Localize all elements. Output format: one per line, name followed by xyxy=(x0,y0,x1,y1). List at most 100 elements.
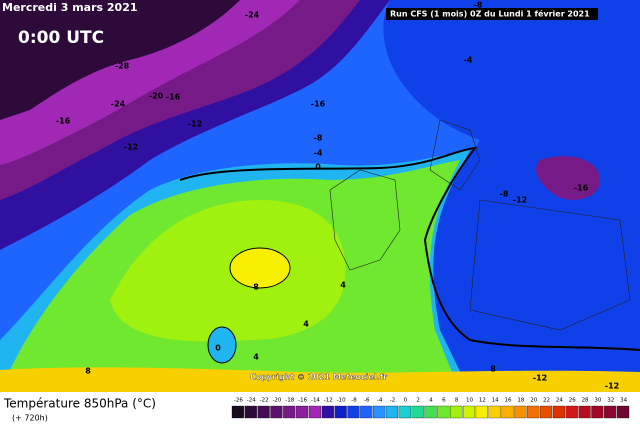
contour-label: -8 xyxy=(314,134,323,143)
scale-swatch xyxy=(475,405,488,419)
scale-label: 34 xyxy=(620,398,627,404)
scale-swatch xyxy=(514,405,527,419)
south-warm xyxy=(0,367,640,392)
contour-label: -16 xyxy=(56,117,71,126)
contour-label: -16 xyxy=(311,100,326,109)
scale-label: 26 xyxy=(569,398,576,404)
scale-label: 0 xyxy=(404,398,408,404)
footer-lead: (+ 720h) xyxy=(12,414,48,423)
scale-label: 32 xyxy=(607,398,614,404)
contour-label: 0 xyxy=(215,344,221,353)
scale-swatch xyxy=(552,405,565,419)
scale-label: 20 xyxy=(530,398,537,404)
warm-region xyxy=(110,200,346,342)
scale-label: -12 xyxy=(324,398,333,404)
contour-label: -24 xyxy=(245,11,260,20)
scale-label: -10 xyxy=(337,398,346,404)
scale-label: 4 xyxy=(429,398,433,404)
contour-label: 4 xyxy=(253,353,259,362)
scale-label: -14 xyxy=(311,398,320,404)
scale-swatch xyxy=(617,405,630,419)
run-box xyxy=(386,8,598,20)
scale-label: 12 xyxy=(479,398,486,404)
scale-swatch xyxy=(565,405,578,419)
scale-label: 8 xyxy=(455,398,459,404)
scale-swatch xyxy=(360,405,373,419)
scale-swatch xyxy=(257,405,270,419)
scale-label: -16 xyxy=(298,398,307,404)
warm-core xyxy=(229,247,291,289)
contour-label: -4 xyxy=(314,149,323,158)
scale-label: 24 xyxy=(556,398,563,404)
contour-label: 0 xyxy=(315,163,321,172)
scale-swatch xyxy=(321,405,334,419)
colorbar: -26 -24 -22 -20 -18 -16 -14 -12 -10 -8 -6 -4 -2 0 2 4 6 8… xyxy=(231,398,630,419)
scale-label: -4 xyxy=(377,398,383,404)
copyright: Copyright © 2021 Meteociel.fr xyxy=(250,373,387,382)
contour-label: -12 xyxy=(124,143,138,152)
scale-swatch xyxy=(437,405,450,419)
contour-label: -16 xyxy=(574,184,589,193)
scale-label: -26 xyxy=(234,398,243,404)
scale-label: -20 xyxy=(272,398,281,404)
scale-swatch xyxy=(591,405,604,419)
scale-swatch xyxy=(244,405,257,419)
scale-label: 30 xyxy=(594,398,601,404)
contour-label: -12 xyxy=(188,120,202,129)
scale-swatch xyxy=(283,405,296,419)
scale-swatch xyxy=(296,405,309,419)
scale-label: 18 xyxy=(517,398,524,404)
scale-label: -2 xyxy=(390,398,395,404)
scale-swatch xyxy=(578,405,591,419)
contour-label: -12 xyxy=(513,196,527,205)
contour-label: -12 xyxy=(605,382,619,391)
scale-swatch xyxy=(501,405,514,419)
scale-label: 22 xyxy=(543,398,550,404)
scale-swatch xyxy=(231,405,244,419)
scale-label: -24 xyxy=(247,398,256,404)
contour-label: 8 xyxy=(490,365,496,374)
contour-label: -12 xyxy=(533,374,547,383)
zero-isotherm xyxy=(179,146,640,351)
contour-label: -20 xyxy=(149,92,164,101)
scale-swatch xyxy=(385,405,399,419)
contour-label: -16 xyxy=(166,93,181,102)
scale-swatch xyxy=(488,405,501,419)
time: 0:00 UTC xyxy=(18,28,104,48)
contour-label: 8 xyxy=(253,283,259,292)
date: Mercredi 3 mars 2021 xyxy=(2,1,138,14)
scale-label: 14 xyxy=(492,398,499,404)
scale-label: -18 xyxy=(285,398,294,404)
coastlines xyxy=(329,119,631,331)
scale-swatch xyxy=(539,405,553,419)
footer-title: Température 850hPa (°C) xyxy=(3,397,156,411)
contour-label: -24 xyxy=(111,100,126,109)
run: Run CFS (1 mois) 0Z du Lundi 1 février 2… xyxy=(390,9,590,19)
scale-swatch xyxy=(527,405,540,419)
contour-label: -8 xyxy=(474,1,483,10)
contour-label: 4 xyxy=(303,320,309,329)
contour-label: -8 xyxy=(500,190,509,199)
scale-label: -6 xyxy=(364,398,370,404)
scale-swatch xyxy=(270,405,283,419)
scale-swatch xyxy=(462,405,476,419)
contour-labels: -8-24-28-24-20 -16-16-16-12-12-8-40-4-8-1… xyxy=(56,1,619,391)
scale-label: 28 xyxy=(582,398,589,404)
scale-swatch xyxy=(308,405,322,419)
scale-label: 6 xyxy=(442,398,446,404)
scale-label: 2 xyxy=(416,398,420,404)
contour-label: 4 xyxy=(340,281,346,290)
contour-label: 8 xyxy=(85,367,91,376)
scale-label: -8 xyxy=(351,398,357,404)
scale-swatch xyxy=(450,405,463,419)
scale-swatch xyxy=(398,405,411,419)
contour-label: -28 xyxy=(115,62,130,71)
cold-region xyxy=(0,0,240,120)
contour-label: -4 xyxy=(464,56,473,65)
scale-swatch xyxy=(373,405,386,419)
scale-label: -22 xyxy=(260,398,269,404)
scale-label: 10 xyxy=(466,398,473,404)
scale-swatch xyxy=(347,405,360,419)
